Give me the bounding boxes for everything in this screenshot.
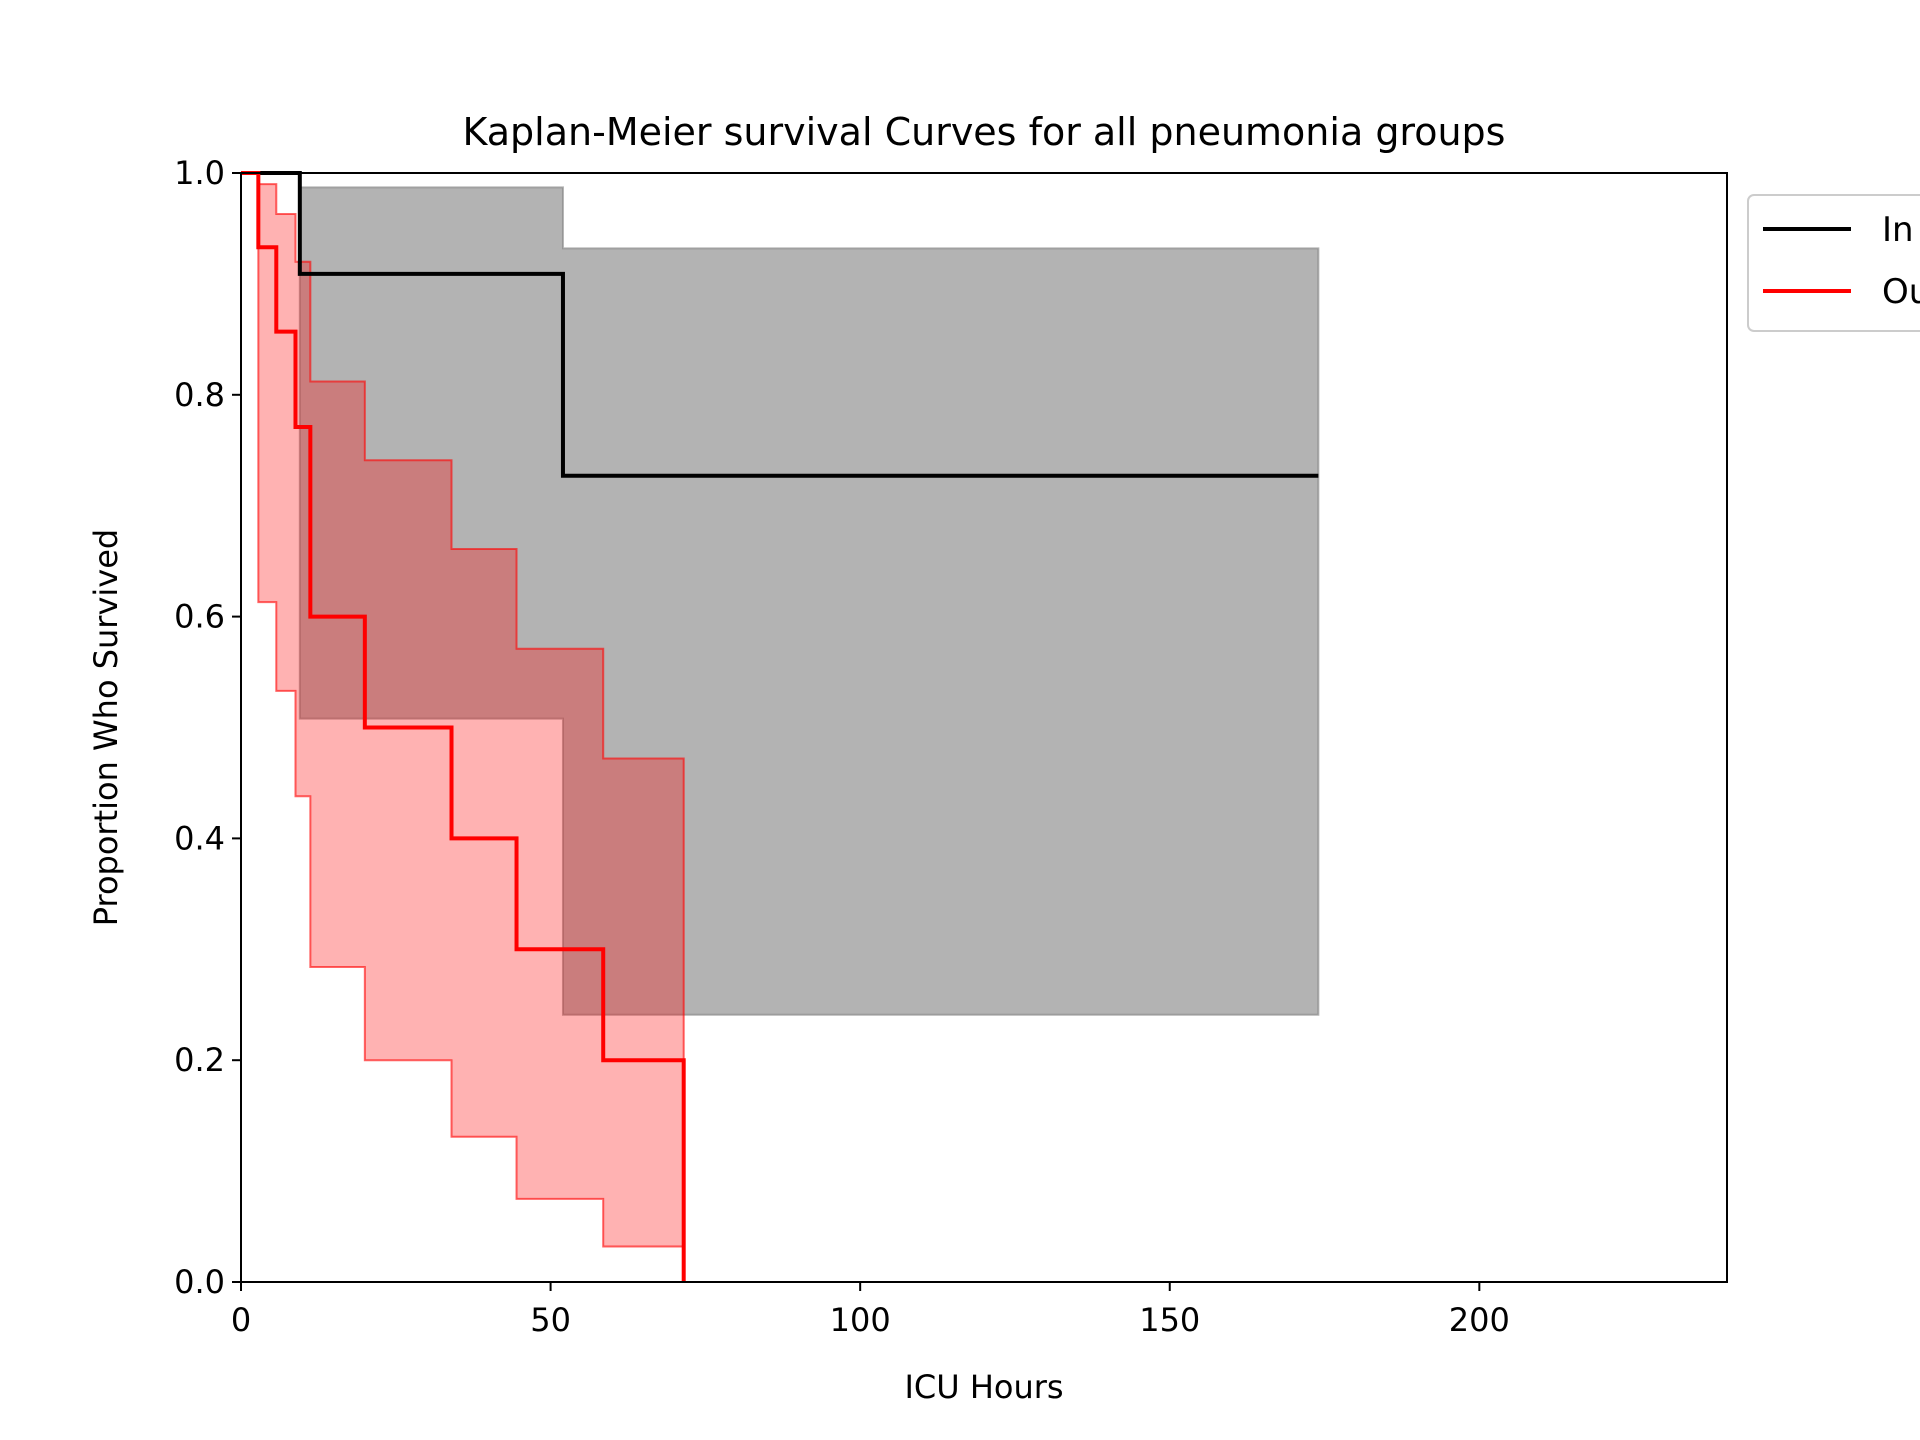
chart-title: Kaplan-Meier survival Curves for all pne… bbox=[463, 110, 1506, 154]
y-tick-label: 0.4 bbox=[174, 819, 225, 857]
y-axis-label: Proportion Who Survived bbox=[87, 529, 125, 926]
y-tick-label: 0.6 bbox=[174, 598, 225, 636]
x-tick-label: 100 bbox=[830, 1301, 891, 1339]
y-tick-label: 0.0 bbox=[174, 1263, 225, 1301]
confidence-bands bbox=[241, 172, 1320, 1282]
x-tick-label: 0 bbox=[231, 1301, 251, 1339]
x-tick-label: 150 bbox=[1139, 1301, 1200, 1339]
x-tick-label: 50 bbox=[530, 1301, 571, 1339]
ci-band-ou bbox=[241, 172, 685, 1282]
x-axis-ticks: 0 50 100 150 200 bbox=[231, 1282, 1510, 1339]
plot-frame bbox=[240, 172, 1728, 1283]
y-axis-ticks: 0.0 0.2 0.4 0.6 0.8 1.0 bbox=[174, 154, 241, 1301]
x-axis-label: ICU Hours bbox=[904, 1368, 1063, 1406]
legend-label: In bbox=[1882, 210, 1914, 250]
y-tick-label: 0.2 bbox=[174, 1041, 225, 1079]
legend: In Ou bbox=[1747, 194, 1920, 332]
y-tick-label: 1.0 bbox=[174, 154, 225, 192]
x-tick-label: 200 bbox=[1449, 1301, 1510, 1339]
legend-label: Ou bbox=[1882, 272, 1920, 312]
survival-line-ou bbox=[241, 171, 686, 1282]
y-tick-label: 0.8 bbox=[174, 376, 225, 414]
